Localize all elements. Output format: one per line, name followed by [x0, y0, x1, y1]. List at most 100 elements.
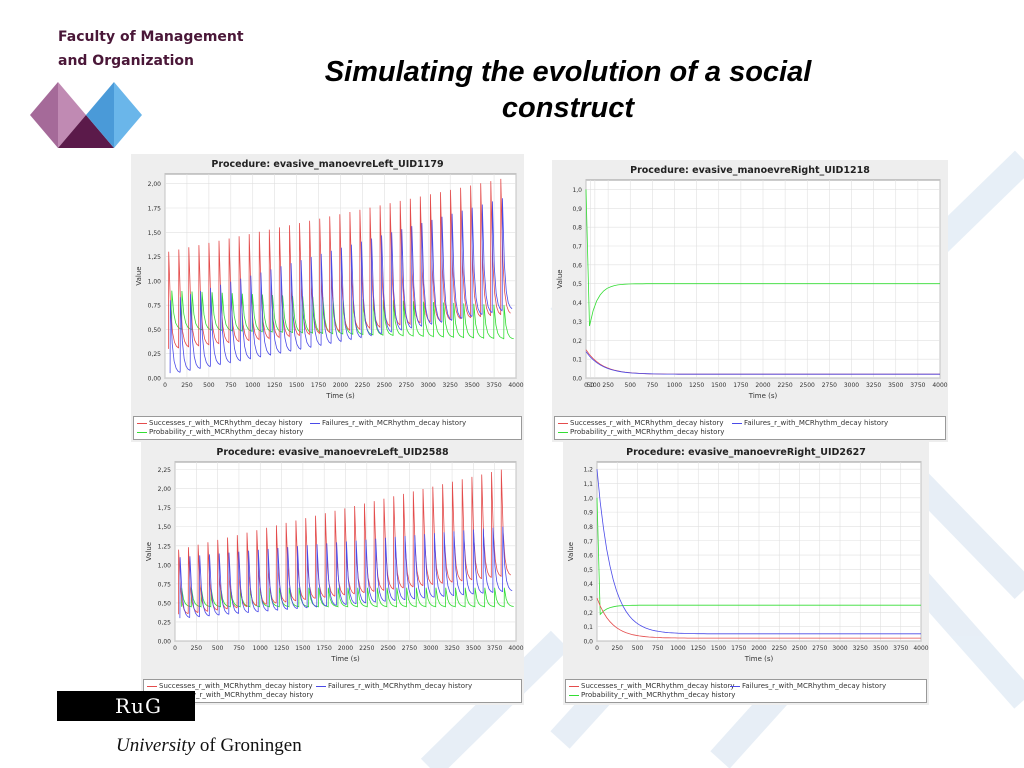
- legend-label: Successes_r_with_MCRhythm_decay history: [570, 419, 724, 427]
- y-tick-label: 1,00: [148, 278, 162, 285]
- legend-swatch: [316, 685, 326, 687]
- y-tick-label: 0,4: [572, 300, 582, 307]
- y-tick-label: 0,0: [572, 376, 582, 383]
- x-tick-label: 1000: [253, 645, 268, 652]
- x-tick-label: 2500: [380, 645, 395, 652]
- x-tick-label: 1750: [731, 645, 746, 652]
- y-tick-label: 0,25: [148, 351, 162, 358]
- x-tick-label: 2500: [800, 382, 815, 389]
- legend-label: Probability_r_with_MCRhythm_decay histor…: [570, 428, 725, 436]
- y-tick-label: 0,6: [583, 553, 593, 560]
- legend-item-successes: Successes_r_with_MCRhythm_decay history: [137, 419, 303, 427]
- chart-title: Procedure: evasive_manoevreRight_UID2627: [626, 447, 866, 458]
- chart-title: Procedure: evasive_manoevreRight_UID1218: [630, 165, 870, 176]
- x-tick-label: 50: [587, 382, 595, 389]
- x-tick-label: 500: [212, 645, 224, 652]
- chart-panel-1: Procedure: evasive_manoevreLeft_UID1179 0…: [131, 154, 524, 442]
- x-tick-label: 3000: [844, 382, 859, 389]
- x-tick-label: 2250: [772, 645, 787, 652]
- series-line-failures: [596, 469, 921, 635]
- x-tick-label: 3250: [853, 645, 868, 652]
- x-tick-label: 500: [625, 382, 637, 389]
- x-tick-label: 3250: [866, 382, 881, 389]
- legend-label: Failures_r_with_MCRhythm_decay history: [322, 419, 467, 427]
- chart-svg: Procedure: evasive_manoevreLeft_UID1179 0…: [135, 159, 524, 400]
- x-tick-label: 1000: [245, 382, 260, 389]
- x-tick-label: 1250: [691, 645, 706, 652]
- x-tick-label: 3500: [466, 645, 481, 652]
- series-line-probability: [596, 497, 921, 616]
- x-tick-label: 2250: [355, 382, 370, 389]
- legend-label: Probability_r_with_MCRhythm_decay histor…: [581, 691, 736, 699]
- legend-label: Successes_r_with_MCRhythm_decay history: [581, 682, 735, 690]
- x-tick-label: 2000: [755, 382, 770, 389]
- chart-svg: Procedure: evasive_manoevreRight_UID1218…: [556, 165, 948, 400]
- chart-title: Procedure: evasive_manoevreLeft_UID1179: [211, 159, 443, 170]
- y-axis-label: Value: [145, 542, 153, 561]
- x-tick-label: 500: [203, 382, 215, 389]
- x-tick-label: 2250: [777, 382, 792, 389]
- y-tick-label: 0,5: [572, 281, 582, 288]
- y-tick-label: 0,6: [572, 262, 582, 269]
- y-tick-label: 0,1: [583, 624, 593, 631]
- series-line-failures: [179, 526, 513, 619]
- y-tick-label: 0,8: [583, 524, 593, 531]
- x-tick-label: 1750: [311, 382, 326, 389]
- x-tick-label: 3000: [421, 382, 436, 389]
- x-tick-label: 1750: [317, 645, 332, 652]
- legend-label: Failures_r_with_MCRhythm_decay history: [744, 419, 889, 427]
- legend-label: Failures_r_with_MCRhythm_decay history: [328, 682, 473, 690]
- y-tick-label: 2,00: [148, 181, 162, 188]
- x-tick-label: 2750: [822, 382, 837, 389]
- x-tick-label: 2000: [751, 645, 766, 652]
- x-tick-label: 750: [652, 645, 664, 652]
- x-tick-label: 1250: [267, 382, 282, 389]
- y-tick-label: 1,50: [148, 230, 162, 237]
- legend-item-failures: Failures_r_with_MCRhythm_decay history: [310, 419, 466, 427]
- y-tick-label: 2,25: [158, 467, 172, 474]
- y-tick-label: 1,1: [583, 481, 593, 488]
- y-axis-label: Value: [556, 269, 564, 288]
- series-line-successes: [168, 178, 511, 349]
- y-tick-label: 0,7: [572, 244, 582, 251]
- x-axis-label: Time (s): [330, 655, 360, 663]
- y-tick-label: 0,3: [583, 596, 593, 603]
- x-tick-label: 2250: [359, 645, 374, 652]
- x-tick-label: 1250: [689, 382, 704, 389]
- x-tick-label: 1750: [733, 382, 748, 389]
- chart-legend: Successes_r_with_MCRhythm_decay history F…: [565, 679, 927, 703]
- x-axis-label: Time (s): [748, 392, 778, 400]
- chart-legend: Successes_r_with_MCRhythm_decay history F…: [143, 679, 522, 703]
- x-tick-label: 1500: [711, 382, 726, 389]
- x-tick-label: 250: [612, 645, 624, 652]
- x-tick-label: 100: [589, 382, 601, 389]
- y-tick-label: 0,75: [148, 303, 162, 310]
- legend-item-probability: Probability_r_with_MCRhythm_decay histor…: [137, 428, 303, 436]
- y-tick-label: 0,1: [572, 357, 582, 364]
- chart-svg: Procedure: evasive_manoevreLeft_UID2588 0…: [145, 447, 524, 663]
- y-tick-label: 0,00: [158, 639, 172, 646]
- y-tick-label: 0,00: [148, 376, 162, 383]
- x-tick-label: 1250: [274, 645, 289, 652]
- x-tick-label: 750: [225, 382, 237, 389]
- title-line-1: Simulating the evolution of a social: [324, 56, 812, 88]
- legend-label: Successes_r_with_MCRhythm_decay history: [159, 682, 313, 690]
- x-tick-label: 0: [173, 645, 177, 652]
- chart-panel-3: Procedure: evasive_manoevreLeft_UID2588 0…: [141, 442, 524, 705]
- y-tick-label: 1,00: [158, 562, 172, 569]
- x-tick-label: 4000: [932, 382, 947, 389]
- legend-item-failures: Failures_r_with_MCRhythm_decay history: [732, 419, 888, 427]
- x-tick-label: 250: [602, 382, 614, 389]
- chart-legend: Successes_r_with_MCRhythm_decay history F…: [133, 416, 522, 440]
- x-tick-label: 2500: [792, 645, 807, 652]
- y-tick-label: 1,0: [583, 495, 593, 502]
- legend-swatch: [558, 422, 568, 424]
- legend-label: Failures_r_with_MCRhythm_decay history: [742, 682, 887, 690]
- x-tick-label: 2500: [377, 382, 392, 389]
- y-tick-label: 0,9: [572, 206, 582, 213]
- x-tick-label: 3500: [464, 382, 479, 389]
- x-tick-label: 1000: [667, 382, 682, 389]
- y-tick-label: 0,9: [583, 510, 593, 517]
- faculty-line-2: and Organization: [58, 53, 195, 69]
- series-line-failures: [169, 198, 513, 374]
